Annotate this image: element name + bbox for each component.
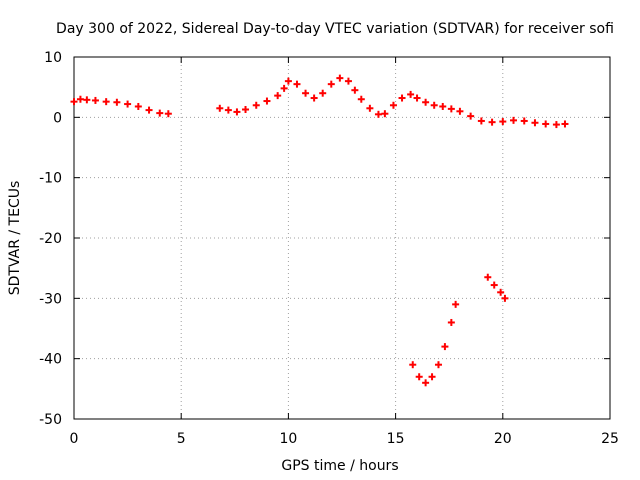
data-point [319,89,327,97]
data-point [452,300,460,308]
data-point [327,80,335,88]
data-point [374,110,382,118]
data-point [561,120,569,128]
grid [74,57,610,419]
data-point [357,95,365,103]
data-point [284,77,292,85]
data-point [520,117,528,125]
data-point [447,105,455,113]
data-point [499,118,507,126]
data-point [102,98,110,106]
data-point [274,92,282,100]
data-point [439,102,447,110]
data-point [389,101,397,109]
data-point [422,379,430,387]
data-point [407,90,415,98]
data-point [434,361,442,369]
data-point [156,109,164,117]
axis-ticks: 0 5 10 15 20 25 -50 -40 -30 -20 -10 0 10 [39,50,619,447]
data-point [456,107,464,115]
y-tick-label: -20 [39,231,62,247]
data-point [336,74,344,82]
data-point [428,373,436,381]
data-point [510,116,518,124]
data-point [344,77,352,85]
data-point [484,273,492,281]
data-point [91,96,99,104]
data-point [542,120,550,128]
x-tick-label: 20 [494,431,512,447]
data-point [164,110,172,118]
data-point [366,104,374,112]
data-point [398,94,406,102]
data-point [467,112,475,120]
y-tick-label: -40 [39,352,62,368]
x-tick-label: 15 [387,431,405,447]
x-tick-label: 10 [279,431,297,447]
data-point [409,361,417,369]
data-point [351,86,359,94]
data-point [113,98,121,106]
data-point [413,94,421,102]
data-point [310,94,318,102]
y-tick-label: 0 [53,110,62,126]
data-point [233,108,241,116]
data-point [501,294,509,302]
data-point [242,105,250,113]
x-axis-label: GPS time / hours [281,458,398,474]
data-point [422,98,430,106]
data-point [488,118,496,126]
data-point [497,288,505,296]
data-point [83,96,91,104]
y-axis-label: SDTVAR / TECUs [7,181,23,296]
data-point [447,318,455,326]
x-tick-label: 25 [601,431,619,447]
data-point [302,89,310,97]
data-point [430,101,438,109]
data-point [216,104,224,112]
data-point [70,98,78,106]
data-point [415,373,423,381]
x-tick-label: 5 [177,431,186,447]
data-point [124,100,132,108]
data-point [441,343,449,351]
y-tick-label: -50 [39,412,62,428]
y-tick-label: -10 [39,171,62,187]
y-tick-label: -30 [39,291,62,307]
data-points [70,74,569,387]
chart-title: Day 300 of 2022, Sidereal Day-to-day VTE… [56,21,614,37]
data-point [477,117,485,125]
x-tick-label: 0 [70,431,79,447]
data-point [252,101,260,109]
data-point [76,95,84,103]
data-point [552,121,560,129]
data-point [263,97,271,105]
data-point [381,110,389,118]
data-point [224,106,232,114]
data-point [490,281,498,289]
data-point [145,106,153,114]
data-point [280,84,288,92]
data-point [134,102,142,110]
data-point [293,80,301,88]
y-tick-label: 10 [44,50,62,66]
data-point [531,119,539,127]
